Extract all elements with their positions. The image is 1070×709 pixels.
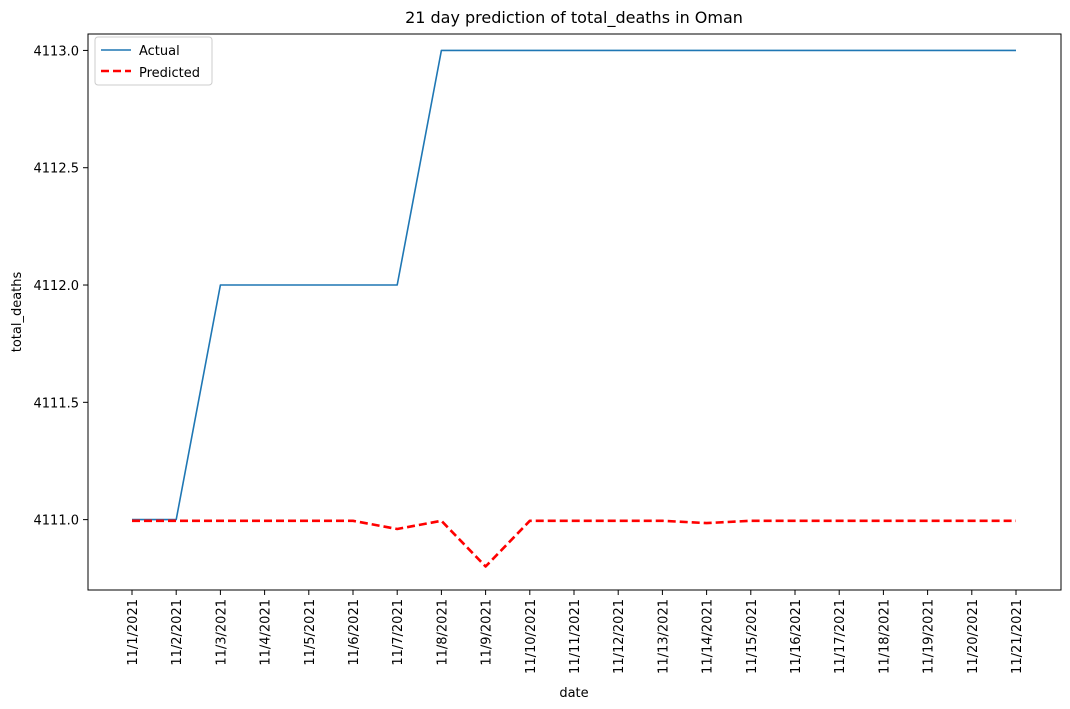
x-tick-label: 11/11/2021 bbox=[568, 599, 583, 674]
y-tick-label: 4111.5 bbox=[34, 396, 80, 411]
y-axis: 4111.0 4111.5 4112.0 4112.5 4113.0 bbox=[34, 44, 88, 529]
x-tick-label: 11/21/2021 bbox=[1010, 599, 1025, 674]
x-tick-label: 11/8/2021 bbox=[435, 599, 450, 666]
x-tick-label: 11/1/2021 bbox=[126, 599, 141, 666]
x-tick-label: 11/12/2021 bbox=[612, 599, 627, 674]
legend: Actual Predicted bbox=[94, 36, 213, 86]
x-tick-label: 11/14/2021 bbox=[701, 599, 716, 674]
x-tick-label: 11/17/2021 bbox=[833, 599, 848, 674]
legend-label-actual: Actual bbox=[139, 44, 180, 59]
x-tick-label: 11/18/2021 bbox=[877, 599, 892, 674]
x-tick-label: 11/20/2021 bbox=[966, 599, 981, 674]
y-tick-label: 4112.5 bbox=[34, 162, 80, 177]
legend-label-predicted: Predicted bbox=[139, 66, 200, 81]
series-layer bbox=[132, 49, 1016, 568]
x-tick-label: 11/2/2021 bbox=[170, 599, 185, 666]
series-line-actual bbox=[132, 49, 1016, 521]
chart-title: 21 day prediction of total_deaths in Oma… bbox=[405, 8, 743, 28]
x-tick-label: 11/16/2021 bbox=[789, 599, 804, 674]
x-tick-label: 11/3/2021 bbox=[214, 599, 229, 666]
x-tick-label: 11/19/2021 bbox=[922, 599, 937, 674]
series-line-predicted bbox=[132, 519, 1016, 568]
x-tick-label: 11/5/2021 bbox=[303, 599, 318, 666]
x-tick-label: 11/10/2021 bbox=[524, 599, 539, 674]
x-tick-label: 11/15/2021 bbox=[745, 599, 760, 674]
x-axis: 11/1/2021 11/2/2021 11/3/2021 11/4/2021 11/5… bbox=[126, 590, 1025, 674]
x-tick-label: 11/13/2021 bbox=[656, 599, 671, 674]
y-tick-label: 4112.0 bbox=[34, 279, 80, 294]
x-tick-label: 11/7/2021 bbox=[391, 599, 406, 666]
y-tick-label: 4111.0 bbox=[34, 514, 80, 529]
y-tick-label: 4113.0 bbox=[34, 44, 80, 59]
plot-area bbox=[87, 33, 1062, 591]
legend-box bbox=[94, 36, 213, 86]
x-tick-label: 11/4/2021 bbox=[259, 599, 274, 666]
x-tick-label: 11/9/2021 bbox=[480, 599, 495, 666]
x-tick-label: 11/6/2021 bbox=[347, 599, 362, 666]
x-axis-label: date bbox=[559, 686, 588, 701]
y-axis-label: total_deaths bbox=[10, 272, 25, 353]
